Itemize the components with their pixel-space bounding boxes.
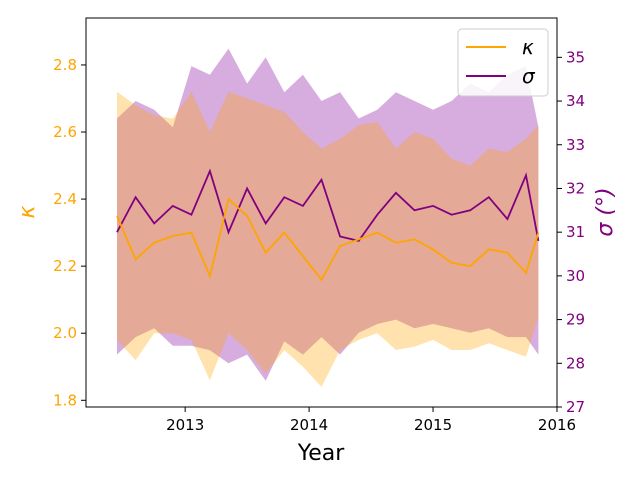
confidence-bands (117, 48, 539, 387)
y-right-tick-label: 29 (566, 311, 585, 329)
x-tick-label: 2016 (538, 416, 576, 434)
y-axis-left-label: κ (15, 205, 40, 218)
band-sigma (117, 48, 539, 381)
y-right-tick-label: 31 (566, 223, 585, 241)
legend-label-sigma: σ (522, 64, 536, 88)
legend: κ σ (457, 28, 549, 97)
y-left-tick-label: 2.4 (53, 190, 77, 208)
y-left-tick-label: 2.8 (53, 56, 77, 74)
y-left-tick-label: 2.0 (53, 324, 77, 342)
y-right-tick-label: 27 (566, 398, 585, 416)
x-axis: 2013 2014 2015 2016 (166, 407, 576, 434)
legend-label-kappa: κ (522, 35, 534, 59)
series-lines (116, 168, 540, 282)
y-right-tick-label: 30 (566, 267, 585, 285)
y-right-tick-label: 28 (566, 354, 585, 372)
band-kappa (117, 91, 539, 387)
y-left-tick-label: 1.8 (53, 391, 77, 409)
x-tick-label: 2013 (166, 416, 204, 434)
y-axis-right: 27 28 29 30 31 32 33 34 35 (557, 48, 585, 416)
y-right-tick-label: 33 (566, 136, 585, 154)
y-right-tick-label: 34 (566, 92, 585, 110)
y-left-tick-label: 2.6 (53, 123, 77, 141)
x-tick-label: 2014 (290, 416, 328, 434)
y-axis-right-label: σ (°) (593, 187, 618, 236)
series-line-sigma (116, 168, 540, 242)
y-left-tick-label: 2.2 (53, 257, 77, 275)
series-line-kappa (116, 197, 540, 282)
x-axis-label: Year (297, 441, 346, 466)
y-right-tick-label: 35 (566, 48, 585, 66)
y-axis-left: 1.8 2.0 2.2 2.4 2.6 2.8 (53, 56, 86, 409)
x-tick-label: 2015 (414, 416, 452, 434)
y-right-tick-label: 32 (566, 179, 585, 197)
legend-box (457, 28, 549, 97)
plot-frame (85, 17, 558, 408)
